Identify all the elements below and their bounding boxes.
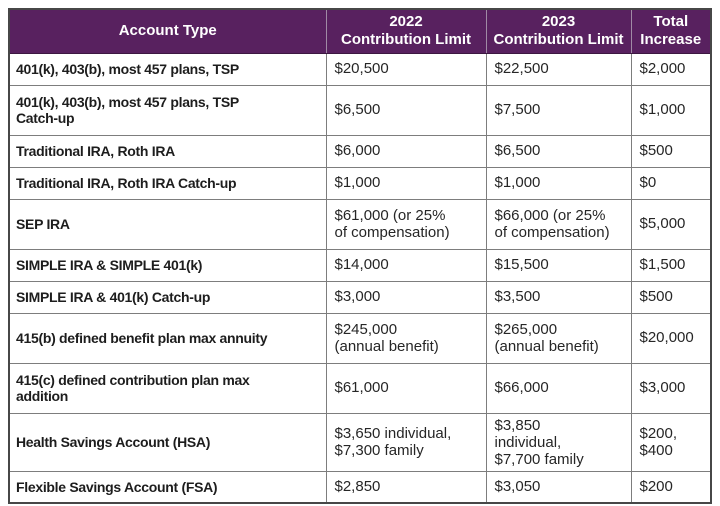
- table-row: SEP IRA $61,000 (or 25% of compensation)…: [8, 198, 712, 250]
- limit-2022-cell: $61,000: [325, 362, 487, 414]
- table-row: Traditional IRA, Roth IRA $6,000 $6,500 …: [8, 134, 712, 168]
- increase-cell: $200, $400: [630, 412, 712, 473]
- account-type-cell: Traditional IRA, Roth IRA: [8, 134, 327, 168]
- contribution-limits-table-container: Account Type 2022 Contribution Limit 202…: [8, 8, 712, 504]
- header-total-increase: Total Increase: [630, 8, 712, 54]
- limit-2023-cell: $1,000: [485, 166, 632, 200]
- account-type-cell: 401(k), 403(b), most 457 plans, TSP Catc…: [8, 84, 327, 136]
- limit-2022-cell: $6,000: [325, 134, 487, 168]
- account-type-cell: SIMPLE IRA & SIMPLE 401(k): [8, 248, 327, 282]
- table-row: 401(k), 403(b), most 457 plans, TSP Catc…: [8, 84, 712, 136]
- limit-2023-cell: $66,000: [485, 362, 632, 414]
- table-row: Flexible Savings Account (FSA) $2,850 $3…: [8, 471, 712, 504]
- limit-2023-cell: $15,500: [485, 248, 632, 282]
- account-type-cell: SEP IRA: [8, 198, 327, 250]
- header-row: Account Type 2022 Contribution Limit 202…: [8, 8, 712, 54]
- account-type-cell: Health Savings Account (HSA): [8, 412, 327, 473]
- increase-cell: $2,000: [630, 52, 712, 86]
- limit-2023-cell: $6,500: [485, 134, 632, 168]
- limit-2022-cell: $1,000: [325, 166, 487, 200]
- table-row: SIMPLE IRA & SIMPLE 401(k) $14,000 $15,5…: [8, 248, 712, 282]
- limit-2022-cell: $3,650 individual, $7,300 family: [325, 412, 487, 473]
- increase-cell: $500: [630, 280, 712, 314]
- increase-cell: $5,000: [630, 198, 712, 250]
- account-type-cell: Traditional IRA, Roth IRA Catch-up: [8, 166, 327, 200]
- limit-2022-cell: $14,000: [325, 248, 487, 282]
- account-type-cell: Flexible Savings Account (FSA): [8, 471, 327, 504]
- account-type-cell: 415(c) defined contribution plan max add…: [8, 362, 327, 414]
- header-2023-limit: 2023 Contribution Limit: [485, 8, 632, 54]
- header-account-type: Account Type: [8, 8, 327, 54]
- limit-2022-cell: $20,500: [325, 52, 487, 86]
- limit-2022-cell: $6,500: [325, 84, 487, 136]
- increase-cell: $3,000: [630, 362, 712, 414]
- increase-cell: $0: [630, 166, 712, 200]
- table-row: SIMPLE IRA & 401(k) Catch-up $3,000 $3,5…: [8, 280, 712, 314]
- header-2022-limit: 2022 Contribution Limit: [325, 8, 487, 54]
- account-type-cell: SIMPLE IRA & 401(k) Catch-up: [8, 280, 327, 314]
- increase-cell: $200: [630, 471, 712, 504]
- limit-2022-cell: $2,850: [325, 471, 487, 504]
- limit-2023-cell: $22,500: [485, 52, 632, 86]
- limit-2023-cell: $3,850 individual, $7,700 family: [485, 412, 632, 473]
- increase-cell: $20,000: [630, 312, 712, 364]
- limit-2022-cell: $61,000 (or 25% of compensation): [325, 198, 487, 250]
- table-row: 415(c) defined contribution plan max add…: [8, 362, 712, 414]
- increase-cell: $1,500: [630, 248, 712, 282]
- account-type-cell: 401(k), 403(b), most 457 plans, TSP: [8, 52, 327, 86]
- table-row: 401(k), 403(b), most 457 plans, TSP $20,…: [8, 52, 712, 86]
- increase-cell: $1,000: [630, 84, 712, 136]
- table-row: Traditional IRA, Roth IRA Catch-up $1,00…: [8, 166, 712, 200]
- limit-2023-cell: $66,000 (or 25% of compensation): [485, 198, 632, 250]
- limit-2022-cell: $3,000: [325, 280, 487, 314]
- limit-2022-cell: $245,000 (annual benefit): [325, 312, 487, 364]
- contribution-limits-table: Account Type 2022 Contribution Limit 202…: [8, 8, 712, 504]
- table-row: 415(b) defined benefit plan max annuity …: [8, 312, 712, 364]
- limit-2023-cell: $7,500: [485, 84, 632, 136]
- increase-cell: $500: [630, 134, 712, 168]
- table-row: Health Savings Account (HSA) $3,650 indi…: [8, 412, 712, 473]
- limit-2023-cell: $3,500: [485, 280, 632, 314]
- limit-2023-cell: $3,050: [485, 471, 632, 504]
- limit-2023-cell: $265,000 (annual benefit): [485, 312, 632, 364]
- account-type-cell: 415(b) defined benefit plan max annuity: [8, 312, 327, 364]
